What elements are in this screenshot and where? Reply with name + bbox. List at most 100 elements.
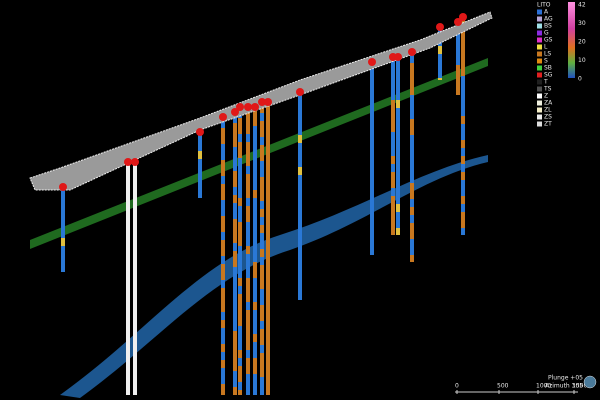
- hole-segment: [238, 334, 242, 342]
- hole-segment: [391, 228, 395, 235]
- hole-segment: [391, 148, 395, 156]
- hole-segment: [246, 190, 250, 198]
- hole-segment: [266, 225, 270, 233]
- hole-segment: [246, 166, 250, 174]
- hole-segment: [126, 213, 130, 221]
- hole-segment: [391, 116, 395, 124]
- hole-segment: [260, 153, 264, 161]
- hole-segment: [266, 121, 270, 129]
- hole-segment: [396, 108, 400, 116]
- hole-segment: [238, 270, 242, 278]
- hole-segment: [266, 217, 270, 225]
- hole-segment: [253, 118, 257, 126]
- hole-segment: [461, 108, 465, 116]
- hole-segment: [396, 164, 400, 172]
- hole-segment: [246, 198, 250, 206]
- hole-segment: [253, 238, 257, 246]
- hole-segment: [253, 206, 257, 214]
- hole-segment: [238, 118, 242, 126]
- hole-segment: [253, 110, 257, 118]
- hole-segment: [126, 173, 130, 181]
- hole-segment: [253, 270, 257, 278]
- hole-segment: [260, 233, 264, 241]
- hole-segment: [266, 153, 270, 161]
- hole-segment: [461, 196, 465, 204]
- hole-segment: [221, 288, 225, 296]
- scale-label: 0: [455, 383, 459, 390]
- hole-segment: [410, 191, 414, 199]
- hole-segment: [370, 249, 374, 255]
- hole-segment: [126, 381, 130, 389]
- hole-segment: [233, 283, 237, 291]
- hole-segment: [410, 111, 414, 119]
- hole-segment: [266, 169, 270, 177]
- hole-segment: [233, 275, 237, 283]
- hole-segment: [260, 385, 264, 393]
- hole-segment: [126, 269, 130, 277]
- hole-segment: [133, 221, 137, 229]
- hole-segment: [233, 307, 237, 315]
- hole-segment: [238, 206, 242, 214]
- hole-segment: [456, 73, 460, 81]
- collar: [296, 88, 304, 96]
- hole-segment: [461, 36, 465, 44]
- legend-label: T: [543, 79, 548, 86]
- hole-segment: [461, 116, 465, 124]
- hole-segment: [238, 182, 242, 190]
- hole-segment: [253, 374, 257, 382]
- hole-segment: [410, 167, 414, 175]
- hole-segment: [438, 46, 442, 54]
- colorbar-label: 0: [578, 76, 582, 83]
- colorbar: [568, 2, 575, 78]
- hole-segment: [253, 366, 257, 374]
- hole-segment: [260, 145, 264, 153]
- hole-segment: [410, 79, 414, 87]
- hole-segment: [260, 297, 264, 305]
- legend-label: S: [544, 58, 548, 65]
- hole-segment: [246, 374, 250, 382]
- hole-segment: [246, 302, 250, 310]
- hole-segment: [260, 361, 264, 369]
- hole-segment: [438, 62, 442, 70]
- collar: [394, 53, 402, 61]
- hole-segment: [410, 215, 414, 223]
- hole-segment: [198, 143, 202, 151]
- legend-label: G: [544, 30, 549, 37]
- collar: [231, 108, 239, 116]
- hole-segment: [126, 261, 130, 269]
- hole-segment: [410, 247, 414, 255]
- hole-segment: [246, 342, 250, 350]
- hole-segment: [221, 352, 225, 360]
- hole-segment: [233, 299, 237, 307]
- hole-segment: [126, 293, 130, 301]
- collar: [251, 103, 259, 111]
- hole-segment: [370, 225, 374, 233]
- hole-segment: [133, 181, 137, 189]
- hole-segment: [253, 326, 257, 334]
- hole-segment: [370, 105, 374, 113]
- hole-segment: [198, 191, 202, 198]
- hole-segment: [260, 369, 264, 377]
- hole-segment: [396, 220, 400, 228]
- hole-segment: [461, 132, 465, 140]
- hole-segment: [298, 231, 302, 239]
- hole-segment: [253, 142, 257, 150]
- scale-label: 500: [497, 383, 509, 390]
- hole-segment: [238, 310, 242, 318]
- hole-segment: [298, 159, 302, 167]
- hole-segment: [391, 100, 395, 108]
- hole-segment: [461, 76, 465, 84]
- hole-segment: [461, 100, 465, 108]
- hole-segment: [438, 70, 442, 78]
- hole-segment: [461, 204, 465, 212]
- hole-segment: [461, 140, 465, 148]
- hole-segment: [370, 193, 374, 201]
- hole-segment: [133, 301, 137, 309]
- blue-surface: [60, 155, 488, 398]
- plunge: Plunge +05: [548, 375, 583, 382]
- hole-segment: [233, 291, 237, 299]
- hole-segment: [233, 363, 237, 371]
- hole-segment: [238, 382, 242, 390]
- hole-segment: [396, 60, 400, 68]
